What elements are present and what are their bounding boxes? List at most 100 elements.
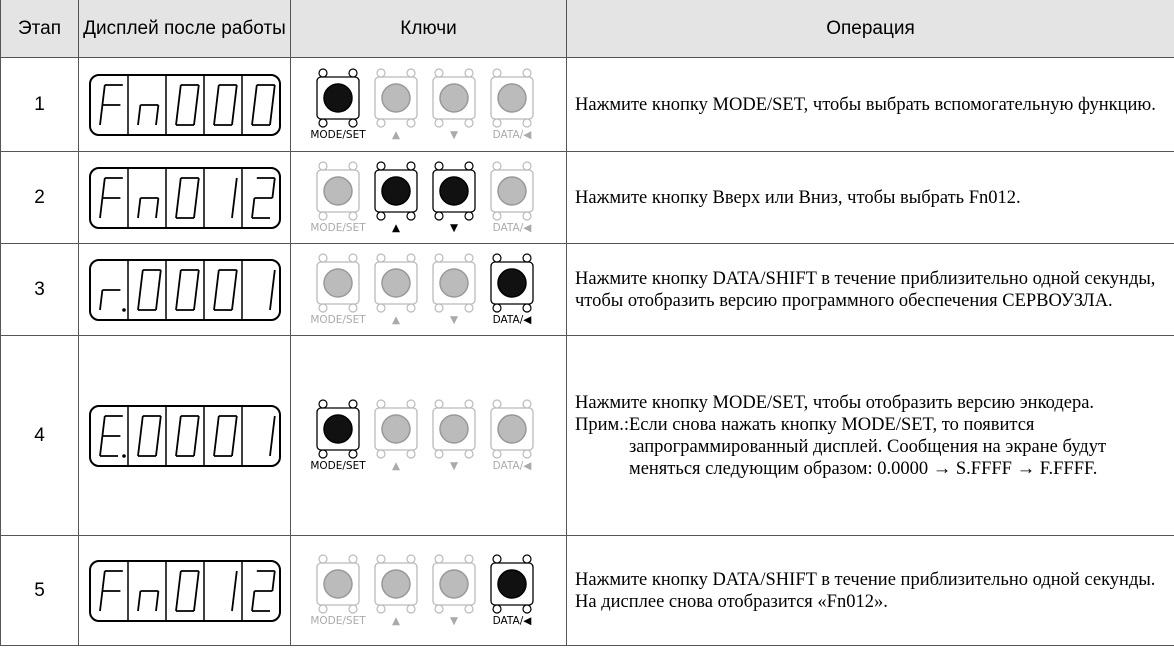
key-pin [521,160,532,171]
segment [215,269,220,290]
operation-cell: Нажмите кнопку DATA/SHIFT в течение приб… [566,535,1174,646]
segment [101,177,106,198]
header-row: Этап Дисплей после работы Ключи Операция [0,0,1174,58]
key-pin [521,67,532,78]
segment [101,84,106,105]
key-label: MODE/SET [310,615,366,627]
key-pin [405,553,416,564]
display-text: Fn000 [98,83,276,126]
operation-text: Нажмите кнопку DATA/SHIFT в течение приб… [575,569,1156,612]
display-cell: Fn012 [78,151,291,244]
key-pin [405,448,416,459]
key-pin [317,398,328,409]
key-button [496,568,527,599]
key-pin [317,252,328,263]
key-pin [375,160,386,171]
key-label: ▲ [391,615,400,627]
segment [136,104,141,125]
segment [233,84,238,105]
key-button [438,267,469,298]
key-pin [317,117,328,128]
key-button [322,413,353,444]
key-pin [491,160,502,171]
key-pin [521,117,532,128]
key-pin [521,252,532,263]
key-pin [317,160,328,171]
key-pin [433,117,444,128]
segment [212,435,217,456]
key-pin [317,448,328,459]
step-number: 4 [0,335,79,536]
key-pin [405,160,416,171]
key-label: ▼ [449,314,458,326]
key-pin [347,448,358,459]
key-pin [405,302,416,313]
key-pin [347,553,358,564]
segment [253,84,258,105]
key-pin [405,117,416,128]
key-pin [491,67,502,78]
display-cell: E.0001 [78,335,291,536]
key-button [438,413,469,444]
key-pin [375,67,386,78]
key-label: ▲ [391,314,400,326]
segment [192,590,197,611]
segment [98,104,103,125]
seven-segment-display: r.0001 [88,258,281,321]
key-label: MODE/SET [310,222,366,234]
keys-cell: MODE/SET ▲ ▼ DATA/◀ [290,243,567,336]
key-pin [317,67,328,78]
key-label: ▲ [391,129,400,141]
note-label: Прим.: [575,414,629,435]
step-number: 3 [0,243,79,336]
key-pin [463,302,474,313]
segment [154,435,159,456]
key-pin [491,448,502,459]
segment [195,570,200,591]
key-pin [433,398,444,409]
segment [271,415,276,436]
operation-text: Нажмите кнопку MODE/SET, чтобы выбрать в… [575,94,1156,115]
segment [177,415,182,436]
decimal-point [121,453,126,458]
segment [154,197,159,218]
display-cell: Fn000 [78,57,291,152]
segment [212,104,217,125]
segment [215,84,220,105]
segment [136,197,141,218]
table-row: 3 r.0001 MODE/SET ▲ ▼ DATA/◀ Нажмите кнопку DA… [0,243,1174,336]
key-button [380,267,411,298]
segment [271,570,276,591]
segment [212,289,217,310]
key-pin [405,603,416,614]
key-button [380,82,411,113]
operation-cell: Нажмите кнопку Вверх или Вниз, чтобы выб… [566,151,1174,244]
segment [195,177,200,198]
segment [271,177,276,198]
segment [268,289,273,310]
key-label: ▼ [449,615,458,627]
header-cell: Дисплей после работы [78,0,291,58]
segment [101,415,106,436]
key-pin [375,302,386,313]
segment [230,289,235,310]
key-button [438,82,469,113]
segment [136,289,141,310]
header-cell: Ключи [290,0,567,58]
segment [230,104,235,125]
key-button [496,82,527,113]
key-pin [463,160,474,171]
key-pin [347,252,358,263]
key-pin [463,448,474,459]
key-pin [375,448,386,459]
segment [157,415,162,436]
key-pin [463,67,474,78]
key-pin [405,67,416,78]
segment [98,289,103,310]
key-pin [347,117,358,128]
key-pin [375,398,386,409]
key-label: MODE/SET [310,460,366,472]
key-pin [347,67,358,78]
segment [230,590,235,611]
key-pin [405,210,416,221]
